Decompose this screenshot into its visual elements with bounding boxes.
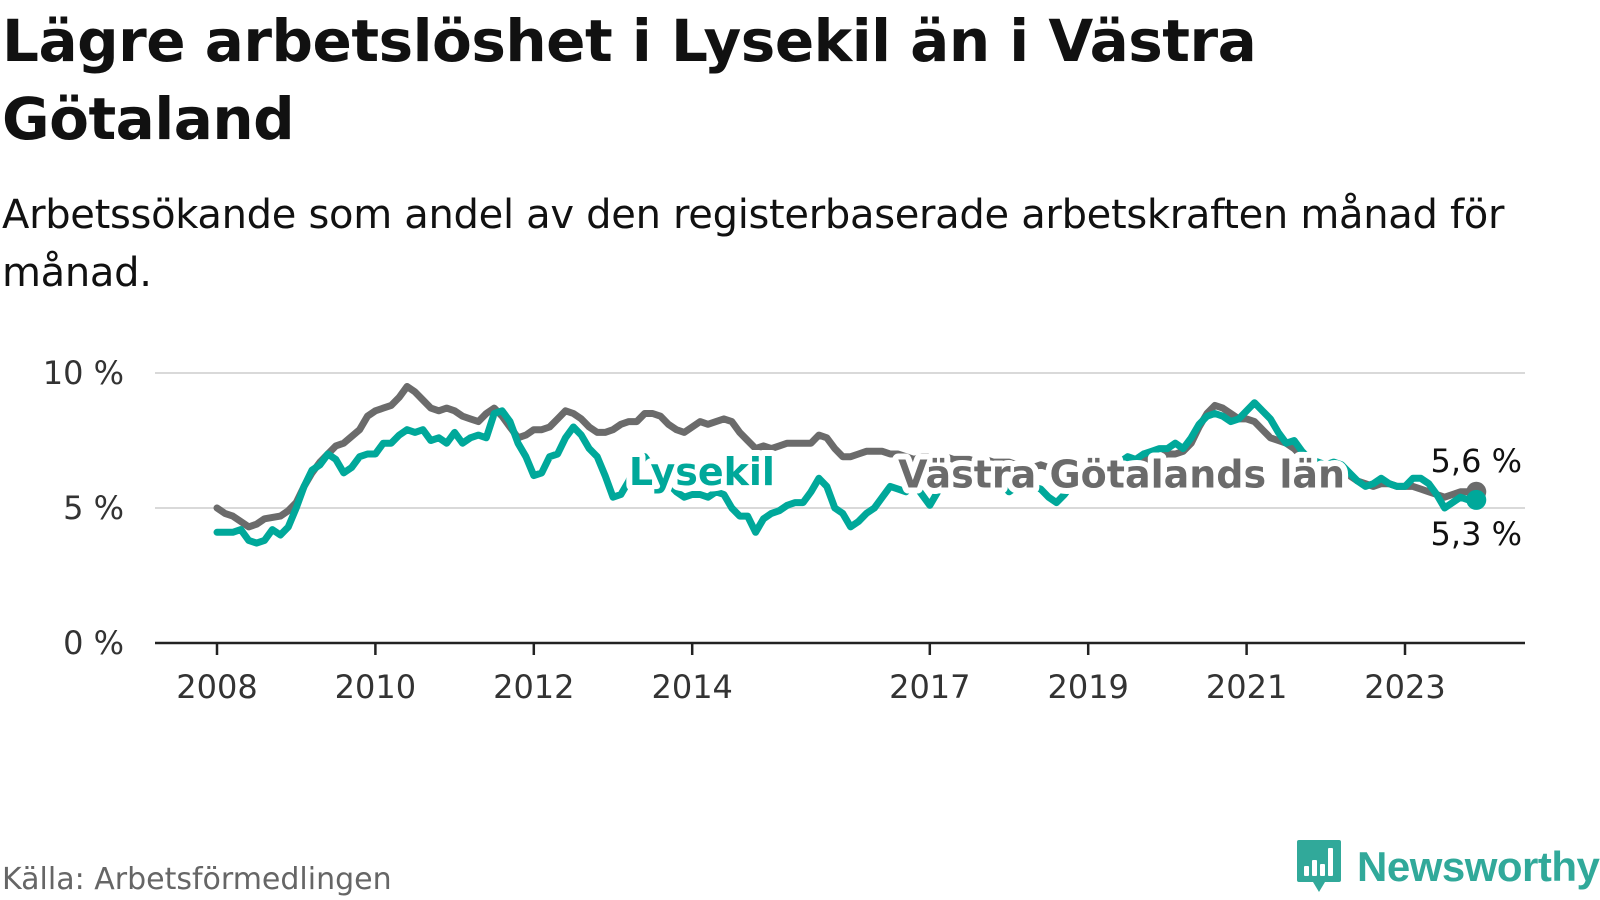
series-name-label: Västra Götalands län xyxy=(898,453,1345,497)
series-line-vastra-gotaland xyxy=(213,383,1480,531)
line-chart: 2008 2010 2012 2014 2017 2019 2021 2023 0 % 5 % 1… xyxy=(43,354,1525,706)
source-note: Källa: Arbetsförmedlingen xyxy=(2,862,392,897)
x-tick-label: 2014 xyxy=(651,668,732,706)
series-line-lysekil xyxy=(213,399,1480,547)
series-end-label: 5,3 % xyxy=(1431,515,1522,553)
series-name-label: Lysekil xyxy=(629,450,775,494)
series-lines xyxy=(213,383,1480,547)
newsworthy-logo[interactable]: Newsworthy xyxy=(1295,838,1600,896)
x-tick-label: 2010 xyxy=(335,668,416,706)
x-tick-label: 2012 xyxy=(493,668,574,706)
series-end-label: 5,6 % xyxy=(1431,442,1522,480)
y-tick-label: 0 % xyxy=(63,624,124,662)
y-axis-labels: 0 % 5 % 10 % xyxy=(43,354,124,662)
y-tick-label: 5 % xyxy=(63,489,124,527)
chart-title: Lägre arbetslöshet i Lysekil än i Västra… xyxy=(2,7,1257,153)
chart-subtitle: Arbetssökande som andel av den registerb… xyxy=(2,192,1505,296)
x-tick-label: 2008 xyxy=(176,668,257,706)
x-tick-label: 2023 xyxy=(1364,668,1445,706)
bar-chart-icon xyxy=(1297,840,1341,892)
x-tick-label: 2019 xyxy=(1047,668,1128,706)
x-tick-label: 2017 xyxy=(889,668,970,706)
y-tick-label: 10 % xyxy=(43,354,124,392)
series-annotations: Lysekil Västra Götalands län xyxy=(623,444,1351,503)
series-endpoint-marker xyxy=(1466,489,1487,510)
x-tick-label: 2021 xyxy=(1206,668,1287,706)
x-axis: 2008 2010 2012 2014 2017 2019 2021 2023 xyxy=(155,641,1525,706)
brand-name: Newsworthy xyxy=(1357,843,1600,890)
series-endpoints: 5,6 % 5,3 % xyxy=(1431,442,1522,553)
